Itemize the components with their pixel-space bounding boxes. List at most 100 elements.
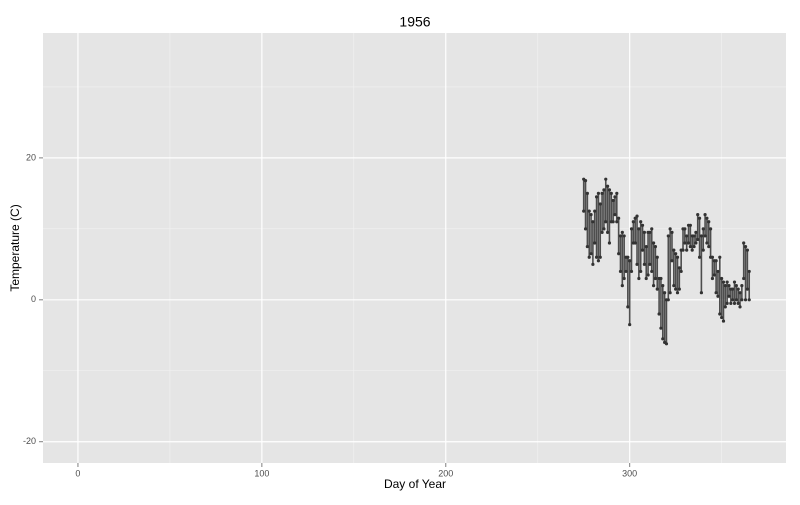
low-point	[721, 319, 726, 323]
low-point	[731, 298, 735, 302]
high-point	[716, 269, 720, 274]
chart-title: 1956	[399, 14, 430, 30]
high-point	[594, 195, 599, 199]
low-point	[718, 312, 722, 316]
panel	[43, 33, 786, 463]
low-point	[707, 244, 711, 249]
high-point	[743, 244, 748, 249]
high-point	[644, 244, 648, 249]
low-point	[629, 269, 634, 274]
high-point	[670, 230, 674, 234]
high-point	[675, 255, 680, 259]
high-point	[591, 220, 595, 224]
low-point	[620, 284, 624, 288]
low-point	[637, 276, 641, 281]
low-point	[587, 255, 591, 259]
low-point	[725, 301, 729, 305]
high-point	[640, 223, 645, 227]
low-point	[589, 252, 593, 256]
low-point	[644, 276, 648, 281]
low-point	[594, 255, 599, 259]
low-point	[602, 227, 606, 231]
high-point	[628, 259, 632, 263]
high-point	[738, 291, 742, 295]
low-point	[688, 244, 692, 249]
low-point	[675, 291, 680, 295]
high-point	[607, 188, 612, 192]
high-point	[721, 280, 726, 284]
high-point	[589, 213, 593, 217]
high-point	[655, 255, 659, 259]
y-tick-label: -20	[23, 436, 36, 446]
high-point	[583, 178, 588, 183]
low-point	[653, 276, 658, 281]
high-point	[615, 191, 619, 195]
high-point	[618, 234, 623, 238]
low-point	[591, 262, 595, 266]
high-point	[699, 234, 704, 238]
high-point	[718, 255, 722, 259]
high-point	[606, 184, 610, 188]
low-point	[648, 262, 652, 266]
high-point	[666, 234, 670, 238]
low-point	[593, 241, 597, 245]
high-point	[633, 216, 637, 220]
low-point	[683, 241, 687, 245]
low-point	[747, 298, 751, 302]
high-point	[727, 284, 731, 288]
low-point	[664, 342, 669, 346]
x-tick-label: 200	[438, 468, 453, 478]
low-point	[646, 273, 650, 277]
low-point	[692, 244, 696, 249]
low-point	[743, 298, 748, 302]
high-point	[635, 214, 639, 218]
high-point	[674, 252, 678, 256]
high-point	[725, 280, 729, 284]
high-point	[651, 241, 656, 245]
low-point	[657, 312, 661, 316]
low-point	[699, 291, 704, 295]
low-point	[727, 294, 731, 298]
high-point	[731, 287, 735, 291]
low-point	[661, 337, 665, 341]
low-point	[712, 273, 716, 277]
high-point	[668, 227, 672, 231]
low-point	[582, 209, 586, 213]
high-point	[629, 227, 634, 231]
high-point	[720, 276, 724, 281]
low-point	[604, 220, 608, 224]
low-point	[674, 287, 678, 291]
high-point	[723, 284, 727, 288]
low-point	[606, 230, 610, 234]
low-point	[635, 262, 639, 266]
low-point	[651, 284, 656, 288]
high-point	[609, 191, 613, 195]
low-point	[628, 323, 632, 327]
low-point	[607, 241, 612, 245]
high-point	[696, 213, 700, 217]
low-point	[729, 301, 733, 305]
high-point	[631, 220, 635, 224]
high-point	[683, 227, 687, 231]
low-point	[655, 287, 659, 291]
high-point	[705, 216, 709, 220]
low-point	[640, 248, 645, 252]
low-point	[710, 276, 715, 281]
low-point	[642, 262, 646, 266]
low-point	[681, 248, 685, 252]
low-point	[622, 276, 626, 281]
low-point	[633, 241, 637, 245]
high-point	[650, 227, 654, 231]
low-point	[736, 301, 740, 305]
high-point	[736, 287, 740, 291]
low-point	[705, 241, 709, 245]
high-point	[622, 234, 626, 238]
x-axis-label: Day of Year	[384, 477, 446, 491]
low-point	[734, 298, 738, 302]
x-tick-label: 0	[75, 468, 80, 478]
high-point	[740, 284, 744, 288]
high-point	[742, 241, 746, 245]
low-point	[613, 213, 617, 217]
high-point	[697, 216, 702, 220]
low-point	[624, 269, 628, 274]
